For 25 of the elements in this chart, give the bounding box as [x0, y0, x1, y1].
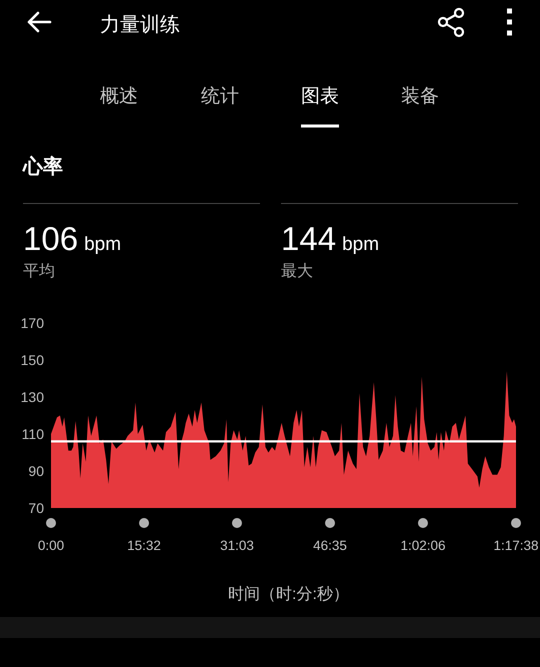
text: 平均	[23, 263, 55, 280]
y-tick-label: 170	[20, 315, 44, 331]
text: 144	[281, 220, 336, 257]
text: 106	[23, 220, 78, 257]
y-tick-label: 90	[28, 463, 44, 479]
chart-title: 心率	[22, 155, 63, 178]
text: 装备	[401, 86, 439, 107]
text: 最大	[281, 262, 313, 280]
y-tick-label: 110	[22, 426, 44, 442]
x-tick-label: 15:32	[127, 538, 161, 553]
x-tick-label: 31:03	[220, 538, 254, 553]
text: bpm	[84, 234, 122, 255]
text: 图表	[301, 86, 339, 107]
y-tick-label: 150	[20, 352, 44, 368]
text: bpm	[342, 234, 380, 255]
y-tick-label: 130	[20, 389, 44, 405]
x-tick-label: 1:17:38	[493, 538, 539, 553]
text: 统计	[201, 86, 239, 107]
x-tick-label: 1:02:06	[400, 538, 446, 553]
text: 概述	[100, 86, 138, 107]
x-axis-title: 时间（时:分:秒）	[228, 585, 349, 603]
y-tick-label: 70	[28, 500, 44, 516]
x-tick-label: 46:35	[313, 538, 347, 553]
x-tick-label: 0:00	[38, 538, 64, 553]
text: 力量训练	[100, 14, 180, 36]
